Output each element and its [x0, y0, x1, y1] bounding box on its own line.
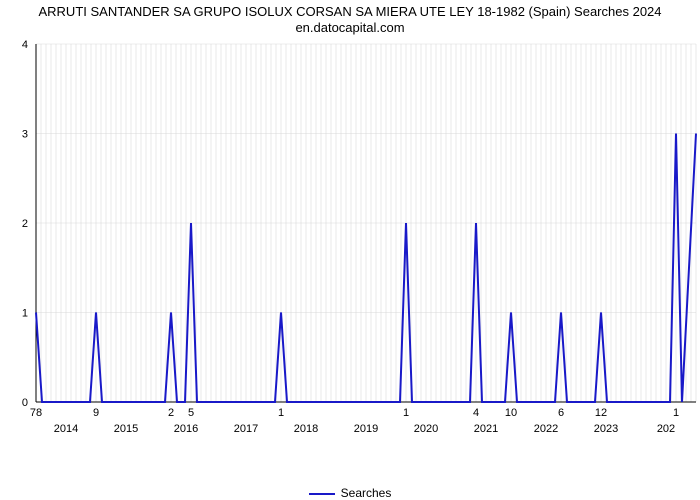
svg-text:2016: 2016 [174, 423, 198, 435]
svg-text:6: 6 [558, 407, 564, 419]
svg-text:2017: 2017 [234, 423, 258, 435]
svg-text:2015: 2015 [114, 423, 138, 435]
svg-text:2021: 2021 [474, 423, 498, 435]
svg-text:2019: 2019 [354, 423, 378, 435]
svg-text:4: 4 [473, 407, 479, 419]
svg-text:2: 2 [22, 218, 28, 230]
line-chart: 0123420142015201620172018201920202021202… [0, 38, 700, 458]
svg-text:2022: 2022 [534, 423, 558, 435]
svg-text:2023: 2023 [594, 423, 618, 435]
svg-text:4: 4 [22, 39, 28, 51]
svg-text:10: 10 [505, 407, 517, 419]
svg-text:2: 2 [168, 407, 174, 419]
legend-label: Searches [341, 486, 392, 500]
svg-text:78: 78 [30, 407, 42, 419]
svg-text:1: 1 [22, 308, 28, 320]
svg-text:1: 1 [403, 407, 409, 419]
svg-text:5: 5 [188, 407, 194, 419]
svg-text:12: 12 [595, 407, 607, 419]
svg-text:3: 3 [22, 129, 28, 141]
chart-title: ARRUTI SANTANDER SA GRUPO ISOLUX CORSAN … [0, 0, 700, 37]
svg-text:2014: 2014 [54, 423, 78, 435]
svg-text:0: 0 [22, 397, 28, 409]
svg-text:2018: 2018 [294, 423, 318, 435]
svg-text:202: 202 [657, 423, 675, 435]
svg-text:1: 1 [278, 407, 284, 419]
svg-text:1: 1 [673, 407, 679, 419]
svg-text:9: 9 [93, 407, 99, 419]
svg-text:2020: 2020 [414, 423, 438, 435]
legend: Searches [0, 486, 700, 500]
legend-swatch [309, 493, 335, 495]
